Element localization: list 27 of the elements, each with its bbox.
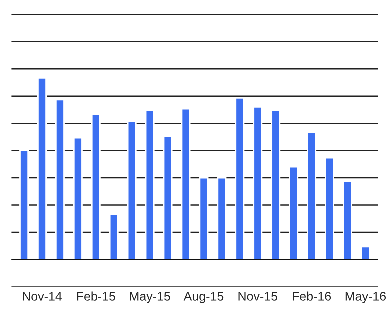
x-tick-label: May-16 bbox=[346, 292, 386, 304]
bar bbox=[235, 97, 245, 260]
bar bbox=[253, 106, 263, 260]
x-tick-label: Feb-15 bbox=[77, 292, 116, 301]
bar bbox=[199, 177, 209, 260]
bar bbox=[73, 137, 83, 260]
bar bbox=[360, 246, 370, 260]
bar bbox=[271, 110, 281, 260]
bar bbox=[145, 110, 155, 260]
bar bbox=[217, 177, 227, 260]
bar bbox=[38, 78, 47, 260]
x-tick-label: Nov-15 bbox=[238, 292, 278, 301]
x-tick-label: Feb-16 bbox=[293, 292, 332, 301]
bar bbox=[289, 166, 299, 260]
bar bbox=[55, 99, 65, 260]
bar bbox=[163, 136, 173, 260]
bar bbox=[307, 132, 317, 260]
x-tick-label: Nov-14 bbox=[23, 292, 62, 301]
bar bbox=[343, 180, 352, 260]
bar bbox=[127, 121, 137, 260]
x-tick-label: May-15 bbox=[130, 292, 170, 304]
bar bbox=[109, 214, 119, 260]
bar bbox=[181, 108, 191, 260]
bar bbox=[91, 114, 101, 260]
bar bbox=[325, 157, 335, 260]
x-tick-label: Aug-15 bbox=[184, 292, 224, 304]
bar bbox=[20, 150, 30, 260]
